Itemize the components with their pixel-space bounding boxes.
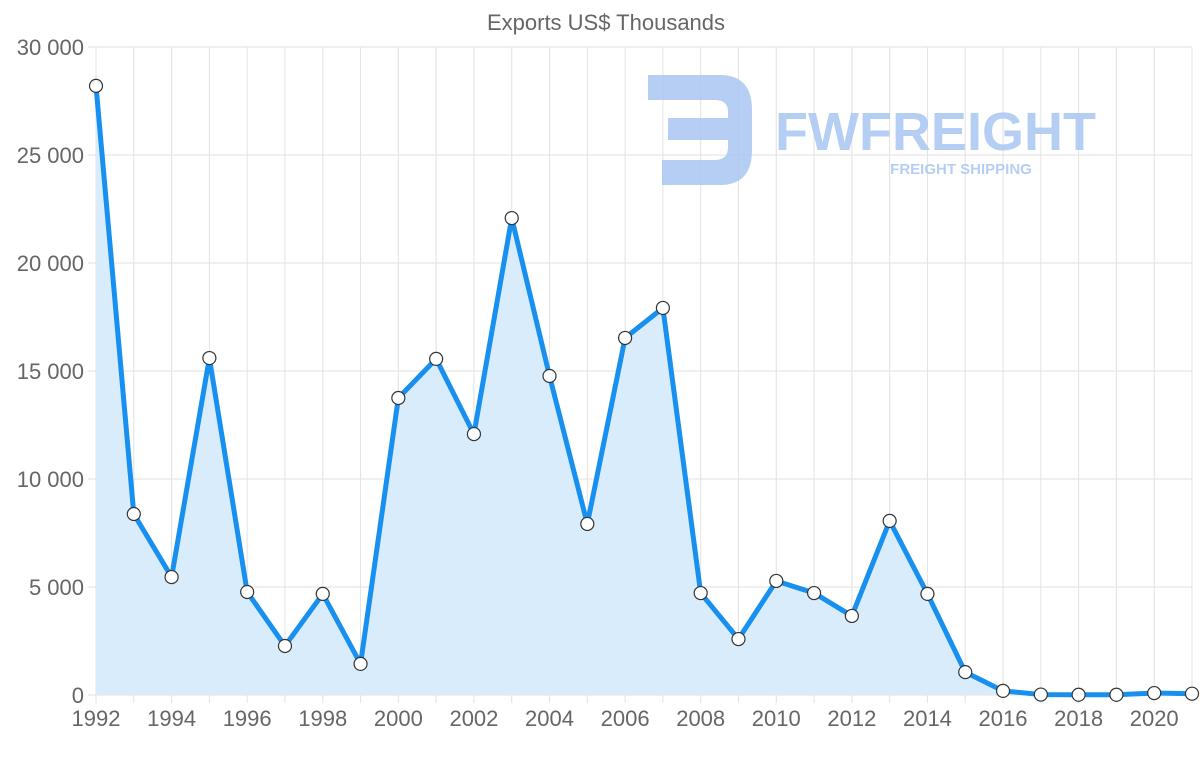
x-tick-label: 1992 (72, 706, 121, 731)
x-tick-label: 1996 (223, 706, 272, 731)
x-axis: 1992 1994 1996 1998 2000 2002 2004 2006 2008 2010… (72, 706, 1179, 731)
x-tick-label: 2014 (903, 706, 952, 731)
x-tick-label: 2010 (752, 706, 801, 731)
data-point-2013[interactable] (882, 513, 897, 529)
y-tick-label: 10 000 (17, 467, 84, 492)
data-point-1992[interactable] (88, 78, 104, 93)
x-tick-label: 2002 (449, 706, 498, 731)
data-point-2020[interactable] (1147, 685, 1162, 701)
data-point-2007[interactable] (655, 300, 670, 316)
data-point-2001[interactable] (429, 351, 444, 367)
y-tick-label: 20 000 (17, 251, 84, 276)
data-point-2012[interactable] (844, 608, 859, 624)
x-tick-label: 2018 (1054, 706, 1103, 731)
y-tick-label: 0 (72, 683, 84, 708)
data-points (88, 78, 1200, 702)
x-tick-label: 2012 (827, 706, 876, 731)
data-point-1998[interactable] (315, 586, 330, 602)
data-point-2000[interactable] (391, 390, 406, 406)
data-point-2003[interactable] (504, 210, 519, 226)
data-point-2002[interactable] (466, 426, 482, 442)
data-point-1999[interactable] (353, 656, 368, 671)
data-point-2018[interactable] (1071, 687, 1086, 702)
y-axis: 0 5 000 10 000 15 000 20 000 25 000 30 000 (17, 35, 84, 708)
x-tick-label: 2016 (979, 706, 1028, 731)
area-fill (96, 85, 1192, 695)
data-point-1995[interactable] (202, 350, 217, 366)
x-tick-label: 2008 (676, 706, 725, 731)
x-tick-label: 2006 (601, 706, 650, 731)
data-point-2019[interactable] (1109, 687, 1124, 702)
data-point-2015[interactable] (958, 665, 973, 680)
x-tick-label: 1998 (298, 706, 347, 731)
data-point-2021[interactable] (1184, 686, 1200, 701)
y-tick-label: 30 000 (17, 35, 84, 60)
data-point-2004[interactable] (542, 368, 557, 384)
data-point-2016[interactable] (995, 683, 1011, 698)
y-tick-label: 15 000 (17, 359, 84, 384)
data-point-1996[interactable] (240, 584, 255, 600)
data-point-2006[interactable] (618, 330, 633, 346)
data-point-2009[interactable] (731, 631, 746, 647)
data-point-2005[interactable] (580, 516, 595, 532)
x-tick-label: 1994 (147, 706, 196, 731)
data-point-2017[interactable] (1033, 687, 1048, 702)
y-tick-label: 5 000 (29, 575, 84, 600)
data-point-1993[interactable] (126, 506, 141, 522)
data-point-2008[interactable] (693, 585, 708, 601)
x-tick-label: 2000 (374, 706, 423, 731)
chart-title: Exports US$ Thousands (487, 10, 725, 35)
data-point-2011[interactable] (806, 585, 822, 601)
watermark-tagline: FREIGHT SHIPPING (890, 161, 1032, 178)
data-point-2010[interactable] (769, 573, 784, 589)
data-point-2014[interactable] (920, 586, 935, 602)
data-point-1994[interactable] (164, 569, 179, 585)
x-tick-label: 2004 (525, 706, 574, 731)
watermark-logo: FWFREIGHT FREIGHT SHIPPING (648, 75, 1096, 185)
data-point-1997[interactable] (277, 638, 293, 654)
watermark-brand: FWFREIGHT (775, 102, 1096, 162)
x-tick-label: 2020 (1130, 706, 1179, 731)
y-tick-label: 25 000 (17, 143, 84, 168)
logo-mark-icon (648, 75, 752, 185)
